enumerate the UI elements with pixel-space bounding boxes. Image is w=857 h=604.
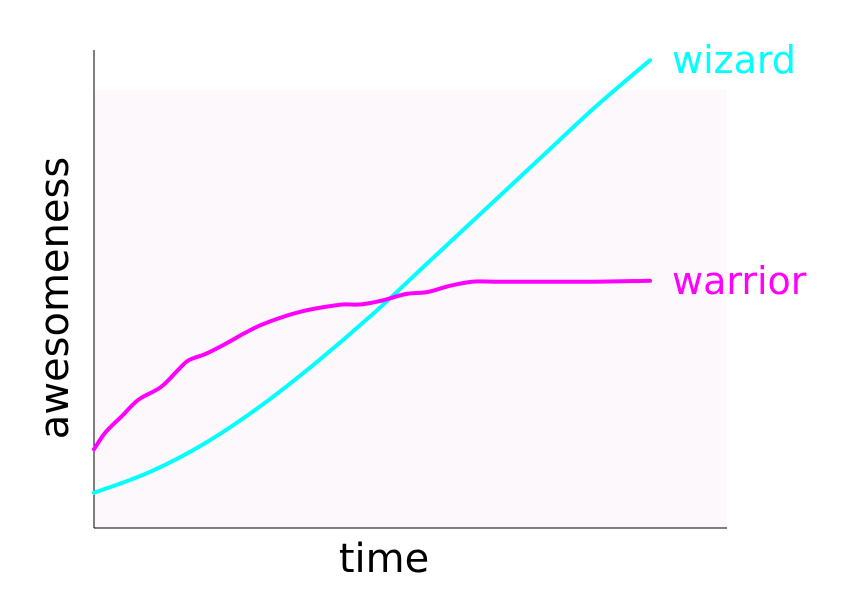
series-line-wizard: [92, 58, 652, 495]
series-line-warrior: [92, 278, 652, 452]
y-axis-label: awesomeness: [32, 157, 78, 439]
series-label-wizard: wizard: [672, 38, 796, 82]
series-label-warrior: warrior: [672, 259, 807, 303]
plot-area: [94, 90, 727, 528]
x-axis-label: time: [339, 536, 429, 582]
